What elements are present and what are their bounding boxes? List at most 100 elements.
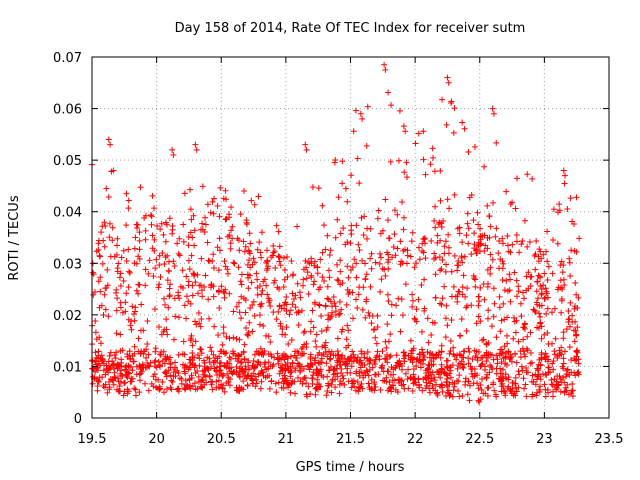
data-point (425, 339, 432, 346)
data-point (180, 361, 187, 368)
data-point (478, 355, 485, 362)
data-point (171, 336, 178, 343)
data-point (306, 366, 313, 373)
x-tick-label: 20.5 (207, 432, 236, 447)
data-point (524, 347, 531, 354)
data-point (136, 377, 143, 384)
data-point (497, 378, 504, 385)
data-point (242, 297, 249, 304)
data-point (382, 196, 389, 203)
data-point (314, 270, 321, 277)
data-point (254, 291, 261, 298)
data-point (534, 324, 541, 331)
data-point (96, 253, 103, 260)
data-point (489, 365, 496, 372)
data-point (95, 377, 102, 384)
data-point (250, 370, 257, 377)
data-point (410, 366, 417, 373)
data-point (556, 207, 563, 214)
data-point (443, 302, 450, 309)
data-point (299, 282, 306, 289)
data-point (363, 271, 370, 278)
data-point (182, 370, 189, 377)
data-point (183, 293, 190, 300)
data-point (447, 374, 454, 381)
data-point (344, 322, 351, 329)
data-point (529, 175, 536, 182)
data-point (459, 119, 466, 126)
data-point (541, 381, 548, 388)
data-point (300, 365, 307, 372)
data-point (330, 293, 337, 300)
data-point (434, 239, 441, 246)
data-point (518, 241, 525, 248)
data-point (519, 367, 526, 374)
data-point (311, 258, 318, 265)
data-point (455, 388, 462, 395)
data-point (442, 315, 449, 322)
data-point (330, 366, 337, 373)
data-point (549, 270, 556, 277)
data-point (194, 352, 201, 359)
data-point (308, 274, 315, 281)
data-point (524, 243, 531, 250)
data-point (237, 278, 244, 285)
data-point (269, 252, 276, 259)
data-point (416, 384, 423, 391)
data-point (249, 377, 256, 384)
data-point (484, 283, 491, 290)
data-point (121, 379, 128, 386)
data-point (379, 265, 386, 272)
data-point (565, 319, 572, 325)
data-point (125, 316, 132, 323)
data-point (145, 387, 152, 394)
data-point (252, 373, 259, 380)
data-point (444, 383, 451, 390)
data-point (487, 362, 494, 369)
data-point (216, 304, 223, 311)
data-point (504, 288, 511, 295)
data-point (350, 315, 357, 322)
data-point (140, 350, 147, 357)
data-point (313, 343, 320, 350)
data-point (358, 359, 365, 366)
data-point (219, 373, 226, 380)
data-point (272, 264, 279, 271)
data-point (390, 382, 397, 389)
data-point (343, 301, 350, 308)
data-point (131, 343, 138, 350)
data-point (566, 323, 573, 330)
data-point (245, 329, 252, 336)
data-point (445, 231, 452, 238)
data-point (249, 362, 256, 369)
data-point (216, 353, 223, 360)
data-point (258, 378, 265, 385)
data-point (100, 360, 107, 367)
data-point (250, 380, 257, 387)
data-point (96, 374, 103, 381)
data-point (267, 303, 274, 310)
data-point (496, 265, 503, 272)
data-point (142, 266, 149, 273)
data-point (107, 253, 114, 260)
data-point (396, 360, 403, 367)
data-point (511, 269, 518, 276)
data-point (441, 250, 448, 257)
data-point (270, 309, 277, 316)
data-point (365, 372, 372, 379)
data-point (123, 362, 130, 369)
data-point (484, 315, 491, 322)
data-point (98, 229, 105, 236)
data-point (167, 361, 174, 368)
data-point (196, 355, 203, 362)
data-point (316, 349, 323, 356)
data-point (575, 369, 582, 376)
data-point (186, 376, 193, 383)
data-point (360, 374, 367, 381)
data-point (273, 389, 280, 396)
data-point (197, 323, 204, 330)
data-point (537, 361, 544, 368)
data-point (560, 335, 567, 342)
data-point (92, 349, 99, 356)
data-point (113, 289, 120, 296)
